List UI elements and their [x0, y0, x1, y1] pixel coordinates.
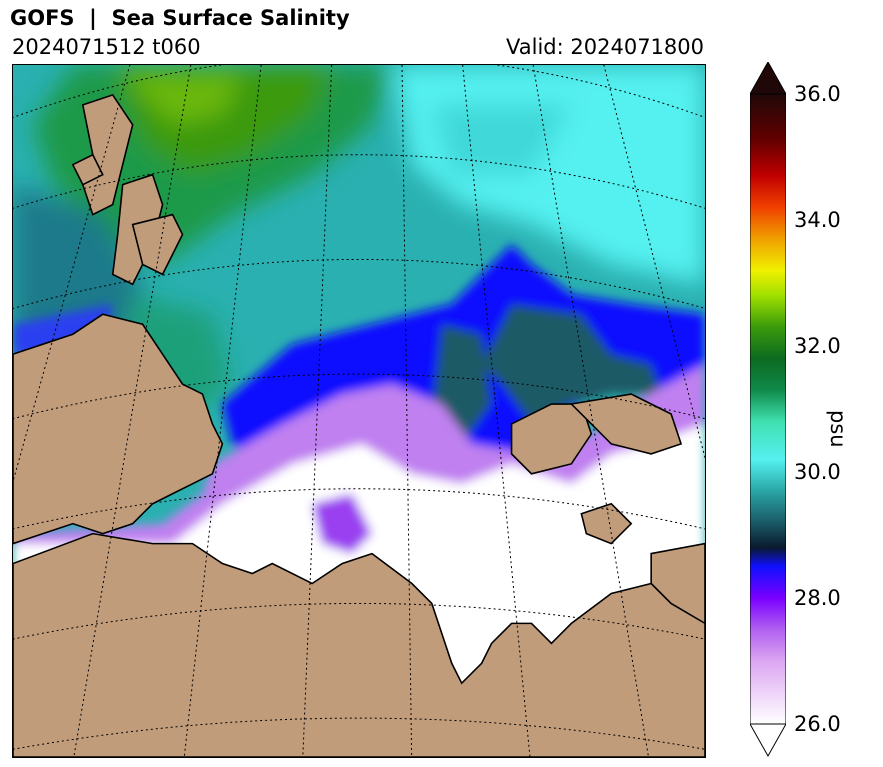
graticule — [13, 65, 705, 757]
salinity-map[interactable] — [12, 64, 706, 758]
land-masses — [13, 93, 705, 757]
parallel-line — [13, 602, 705, 640]
parallel-line — [13, 65, 705, 119]
meridian-line — [73, 65, 192, 757]
landmass-island-east-2 — [569, 393, 683, 455]
valid-time-label: Valid: 2024071800 — [506, 35, 704, 59]
parallel-line — [13, 258, 705, 310]
meridian-line — [401, 65, 413, 757]
landmass-island-east-1 — [510, 403, 593, 475]
colorbar-tick-label: 30.0 — [794, 460, 841, 484]
meridian-line — [13, 65, 131, 484]
parallel-line — [13, 488, 705, 530]
meridian-line — [462, 65, 531, 757]
colorbar-underflow-arrow — [750, 723, 786, 758]
colorbar-tick-label: 36.0 — [794, 82, 841, 106]
meridian-line — [302, 65, 333, 757]
landmass-island-north-4 — [71, 153, 104, 186]
run-time-label: 2024071512 t060 — [12, 35, 201, 59]
map-title: GOFS | Sea Surface Salinity — [10, 6, 350, 30]
landmass-island-east-3 — [580, 502, 633, 545]
parallel-line — [13, 373, 705, 420]
landmass-island-east-4 — [650, 542, 705, 625]
colorbar-tick-label: 34.0 — [794, 208, 841, 232]
landmass-mainland-west — [13, 313, 224, 545]
colorbar-overflow-arrow — [750, 62, 786, 95]
parallel-line — [13, 717, 705, 750]
meridian-line — [532, 65, 650, 757]
colorbar — [750, 62, 786, 758]
meridian-line — [183, 65, 262, 757]
colorbar-tick-label: 26.0 — [794, 712, 841, 736]
landmass-mainland-south — [13, 532, 705, 757]
meridian-line — [603, 65, 705, 460]
colorbar-tick-label: 32.0 — [794, 334, 841, 358]
colorbar-scale — [750, 93, 786, 725]
colorbar-tick-label: 28.0 — [794, 586, 841, 610]
landmass-island-north-3 — [131, 213, 184, 276]
colorbar-unit-label: psu — [826, 410, 850, 448]
